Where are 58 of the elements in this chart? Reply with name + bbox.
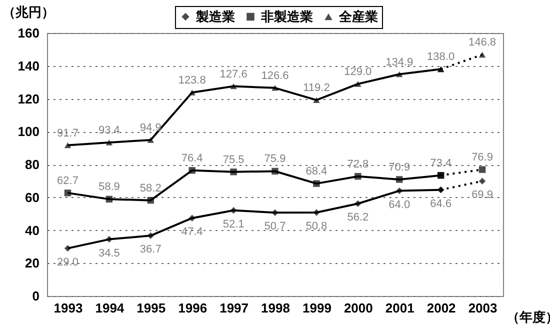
data-label: 62.7 [57,174,78,187]
data-label: 64.0 [388,198,410,211]
legend-label: 製造業 [195,8,235,24]
data-label: 47.4 [181,226,203,238]
data-label: 58.2 [140,182,162,194]
x-tick-label: 1994 [95,300,125,316]
x-tick-label: 1996 [178,300,208,316]
data-label: 146.8 [468,36,496,49]
data-label: 123.8 [178,74,206,87]
data-label: 36.7 [140,244,162,256]
data-label: 127.6 [220,68,248,80]
x-tick-label: 2003 [468,300,498,316]
data-label: 56.2 [347,212,369,224]
data-label: 75.5 [222,154,244,166]
data-label: 58.9 [98,181,120,194]
data-label: 72.8 [347,158,369,170]
x-tick-label: 1995 [136,300,166,316]
data-label: 70.9 [388,161,410,174]
y-tick-label: 0 [32,288,40,304]
data-label: 76.9 [472,152,493,164]
data-label: 119.2 [303,82,330,94]
data-label: 50.8 [306,220,328,232]
data-label: 73.4 [430,157,452,170]
y-tick-label: 20 [25,256,40,271]
y-tick-label: 120 [18,91,40,106]
x-tick-label: 2001 [385,300,414,316]
x-tick-label: 1998 [261,300,290,316]
data-label: 138.0 [427,51,455,64]
data-label: 64.6 [430,198,452,210]
data-label: 52.1 [222,218,244,230]
data-label: 129.0 [344,66,372,78]
x-tick-label: 1999 [302,300,332,316]
data-label: 91.7 [57,127,78,140]
data-label: 126.6 [261,70,289,82]
data-label: 76.4 [181,152,203,164]
legend-label: 全産業 [338,8,378,24]
y-axis-title: （兆円） [2,4,54,20]
data-label: 34.5 [98,247,120,260]
y-tick-label: 80 [25,157,40,172]
data-label: 94.9 [140,122,162,134]
x-tick-label: 2000 [344,300,373,316]
y-tick-label: 100 [18,124,40,140]
x-tick-label: 1997 [220,300,249,316]
x-axis-title: （年度） [506,310,550,324]
data-label: 68.4 [306,166,328,178]
data-label: 69.9 [472,189,493,202]
data-label: 134.9 [386,56,414,68]
legend-label: 非製造業 [260,8,313,24]
data-label: 50.7 [264,220,286,233]
y-tick-label: 60 [25,190,40,205]
x-tick-label: 1993 [54,300,83,316]
x-tick-label: 2002 [426,300,456,316]
y-tick-label: 160 [18,26,40,40]
data-label: 93.4 [98,124,120,136]
data-label: 75.9 [264,153,286,166]
y-tick-label: 140 [18,58,40,74]
data-label: 29.0 [57,256,78,268]
y-tick-label: 40 [25,222,40,238]
